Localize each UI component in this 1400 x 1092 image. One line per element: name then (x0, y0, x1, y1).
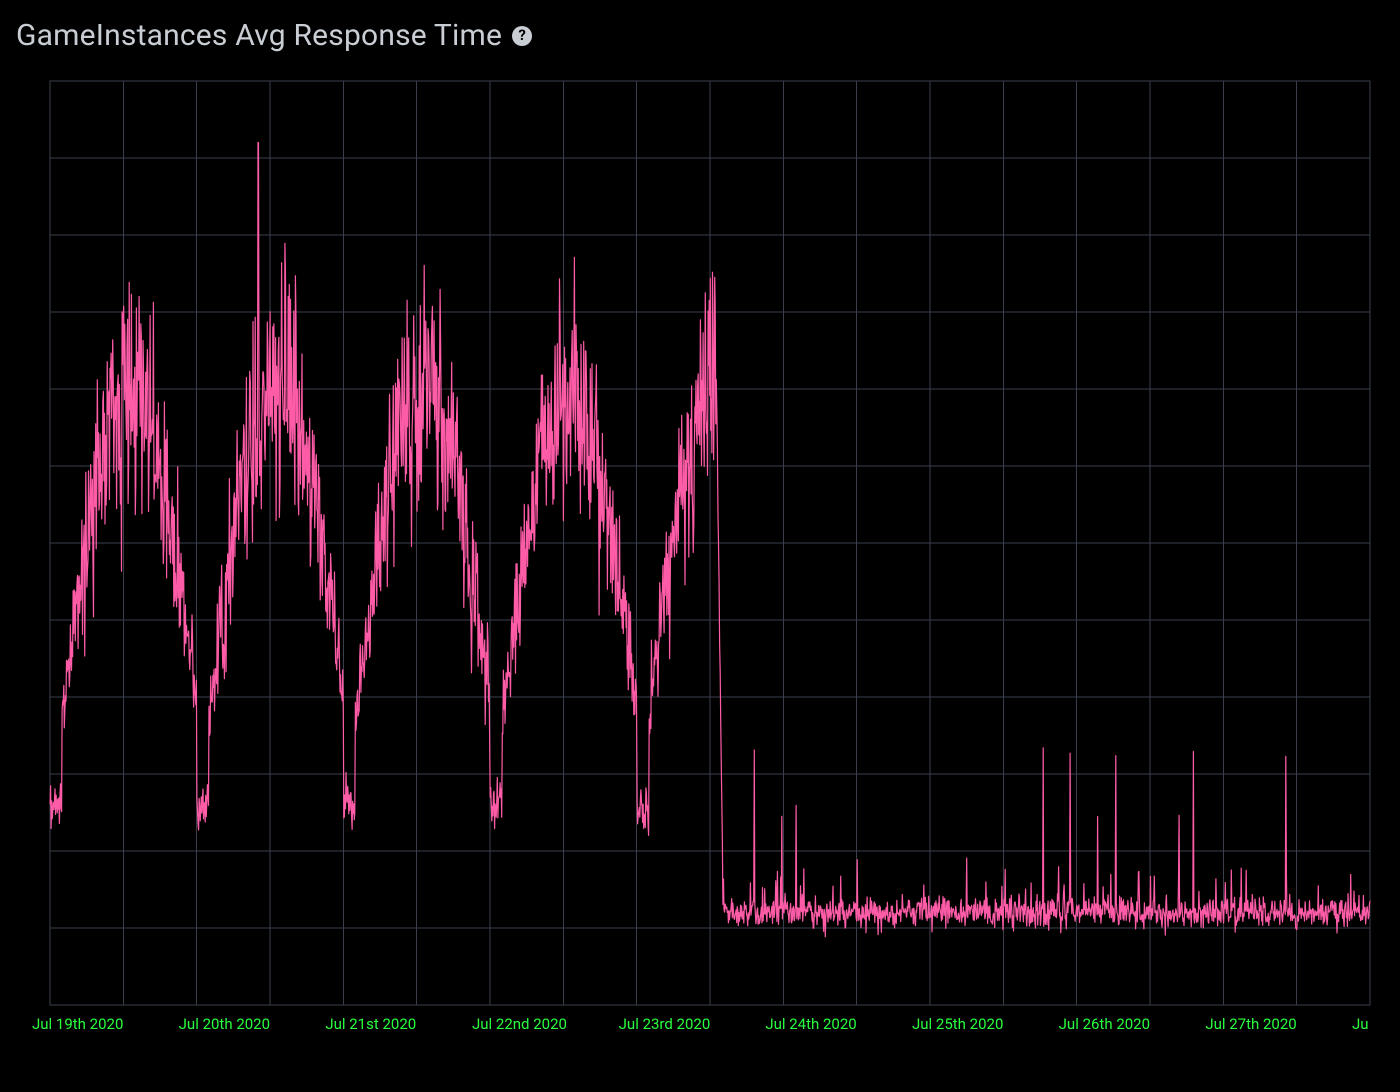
response-time-line-chart (16, 75, 1376, 1035)
help-icon[interactable]: ? (512, 26, 532, 46)
x-tick-label: Jul 19th 2020 (32, 1015, 123, 1033)
x-tick-label: Jul 22nd 2020 (472, 1015, 567, 1033)
chart-header: GameInstances Avg Response Time ? (0, 0, 1400, 53)
x-tick-label: Jul 24th 2020 (765, 1015, 856, 1033)
chart-container: Jul 19th 2020 Jul 20th 2020 Jul 21st 2020 J… (16, 75, 1384, 1039)
x-tick-label: Jul 21st 2020 (325, 1015, 416, 1033)
x-tick-label: Jul 23rd 2020 (619, 1015, 711, 1033)
x-tick-label: Jul 27th 2020 (1205, 1015, 1296, 1033)
x-tick-label: Jul 25th 2020 (912, 1015, 1003, 1033)
chart-title: GameInstances Avg Response Time (16, 18, 502, 53)
x-tick-label: Jul 26th 2020 (1059, 1015, 1150, 1033)
x-tick-label: Jul 28th … (1352, 1015, 1368, 1033)
x-tick-label: Jul 20th 2020 (179, 1015, 270, 1033)
